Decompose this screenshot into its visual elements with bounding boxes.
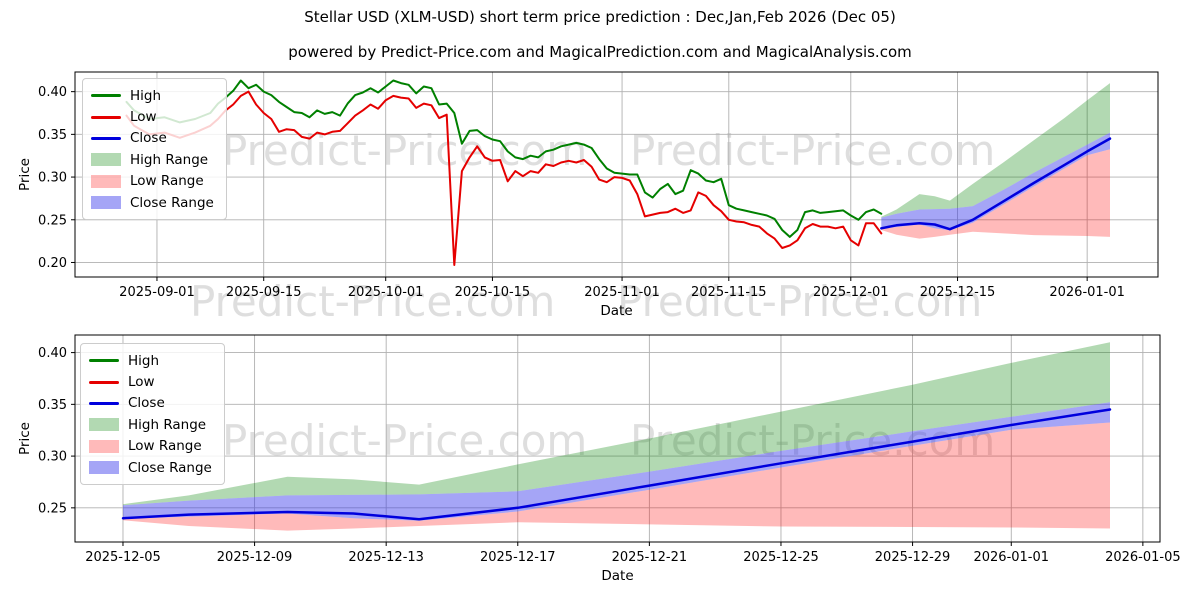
low-range-label: Low Range <box>128 438 202 455</box>
legend-main: High Low Close High Range Low Range Close Ran… <box>82 78 227 221</box>
legend-item-high-range: High Range <box>89 414 212 435</box>
main-xtick-label: 2025-09-01 <box>119 285 195 300</box>
close-range-label: Close Range <box>128 459 212 476</box>
low-swatch <box>91 115 121 119</box>
forecast-xtick-label: 2025-12-09 <box>217 550 293 565</box>
forecast-ytick-label: 0.40 <box>38 346 67 361</box>
figure-title: Stellar USD (XLM-USD) short term price p… <box>304 8 896 26</box>
forecast-ytick-label: 0.25 <box>38 501 67 516</box>
main-yaxis-label: Price <box>17 158 33 191</box>
watermark-text: Predict-Price.com <box>222 416 587 465</box>
forecast-low-range-band <box>123 422 1110 531</box>
legend-item-low-range: Low Range <box>91 171 214 192</box>
main-xtick-label: 2025-12-01 <box>813 285 889 300</box>
legend-item-high: High <box>91 85 214 106</box>
legend-item-close-range: Close Range <box>91 192 214 213</box>
main-xtick-label: 2025-10-01 <box>348 285 424 300</box>
high-swatch <box>91 94 121 98</box>
high-range-swatch <box>91 153 121 167</box>
main-xtick-label: 2025-11-01 <box>584 285 660 300</box>
low-range-label: Low Range <box>130 173 204 190</box>
main-axis-ticks: 2025-09-01 2025-09-15 2025-10-01 2025-10-15… <box>38 85 1125 300</box>
forecast-xtick-label: 2025-12-21 <box>612 550 688 565</box>
legend-item-high: High <box>89 350 212 371</box>
close-label: Close <box>130 130 167 147</box>
legend-item-close: Close <box>89 393 212 414</box>
forecast-xtick-label: 2025-12-13 <box>348 550 424 565</box>
legend-item-low: Low <box>89 371 212 392</box>
close-range-label: Close Range <box>130 194 214 211</box>
low-label: Low <box>130 109 157 126</box>
main-close-range-band <box>881 132 1110 231</box>
main-ytick-label: 0.25 <box>38 213 67 228</box>
legend-item-close: Close <box>91 128 214 149</box>
close-swatch <box>91 136 121 140</box>
main-ytick-label: 0.40 <box>38 85 67 100</box>
main-ytick-label: 0.35 <box>38 128 67 143</box>
forecast-ytick-label: 0.35 <box>38 398 67 413</box>
main-xtick-label: 2025-10-15 <box>455 285 531 300</box>
forecast-axis-ticks: 2025-12-05 2025-12-09 2025-12-13 2025-12-17… <box>38 346 1181 565</box>
main-ytick-label: 0.20 <box>38 256 67 271</box>
low-label: Low <box>128 374 155 391</box>
forecast-yaxis-label: Price <box>17 422 33 455</box>
high-range-label: High Range <box>128 416 207 433</box>
forecast-chart-panel: 2025-12-05 2025-12-09 2025-12-13 2025-12-17… <box>17 334 1181 584</box>
close-label: Close <box>128 395 165 412</box>
high-label: High <box>130 87 162 104</box>
forecast-xtick-label: 2025-12-29 <box>875 550 951 565</box>
close-range-swatch <box>89 461 119 475</box>
main-xtick-label: 2025-12-15 <box>920 285 996 300</box>
close-range-swatch <box>91 196 121 210</box>
forecast-ytick-label: 0.30 <box>38 450 67 465</box>
legend-item-low: Low <box>91 106 214 127</box>
legend-item-low-range: Low Range <box>89 436 212 457</box>
watermark-text: Predict-Price.com <box>617 277 982 326</box>
main-chart-panel: 2025-09-01 2025-09-15 2025-10-01 2025-10-15… <box>17 71 1159 319</box>
high-label: High <box>128 352 160 369</box>
low-range-swatch <box>89 439 119 453</box>
main-xtick-label: 2026-01-01 <box>1049 285 1125 300</box>
main-high-range-band <box>881 83 1110 218</box>
watermark-text: Predict-Price.com <box>190 277 555 326</box>
forecast-xtick-label: 2025-12-17 <box>480 550 556 565</box>
main-low-range-band <box>881 149 1110 239</box>
figure-subtitle: powered by Predict-Price.com and Magical… <box>288 43 912 61</box>
main-xtick-label: 2025-11-15 <box>691 285 767 300</box>
main-low-line <box>125 90 883 266</box>
forecast-xtick-label: 2025-12-25 <box>743 550 819 565</box>
low-swatch <box>89 380 119 384</box>
legend-item-high-range: High Range <box>91 149 214 170</box>
watermark-text: Predict-Price.com <box>222 126 587 175</box>
legend-item-close-range: Close Range <box>89 457 212 478</box>
high-range-label: High Range <box>130 151 209 168</box>
watermark-text: Predict-Price.com <box>630 126 995 175</box>
high-swatch <box>89 359 119 363</box>
low-range-swatch <box>91 174 121 188</box>
main-high-line <box>125 79 883 238</box>
main-plot-border <box>74 71 1159 278</box>
main-xtick-label: 2025-09-15 <box>226 285 302 300</box>
legend-forecast: High Low Close High Range Low Range Close Ran… <box>80 343 225 486</box>
main-ytick-label: 0.30 <box>38 171 67 186</box>
forecast-plot-border <box>74 334 1161 543</box>
forecast-xaxis-label: Date <box>601 568 633 584</box>
forecast-high-range-band <box>123 342 1110 506</box>
main-xaxis-label: Date <box>600 303 632 319</box>
main-close-line <box>880 137 1112 231</box>
forecast-xtick-label: 2025-12-05 <box>85 550 161 565</box>
forecast-xtick-label: 2026-01-05 <box>1105 550 1181 565</box>
high-range-swatch <box>89 418 119 432</box>
forecast-gridlines <box>75 335 1160 542</box>
forecast-close-range-band <box>123 402 1110 521</box>
watermark-layer: Predict-Price.com Predict-Price.com Predic… <box>190 126 995 465</box>
close-swatch <box>89 401 119 405</box>
forecast-xtick-label: 2026-01-01 <box>973 550 1049 565</box>
forecast-close-line <box>121 408 1112 521</box>
